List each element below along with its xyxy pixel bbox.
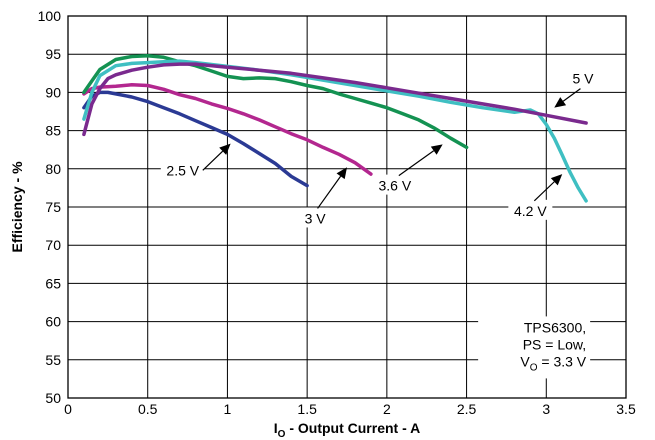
series-label-arrow-line-3 bbox=[533, 181, 555, 202]
series-line-0 bbox=[82, 90, 309, 188]
y-tick-label-0: 50 bbox=[45, 390, 61, 406]
y-tick-label-1: 55 bbox=[45, 352, 61, 368]
condition-note-line-1: PS = Low, bbox=[523, 336, 586, 352]
series-label-4: 5 V bbox=[572, 71, 594, 87]
condition-note-line-0: TPS6300, bbox=[524, 319, 586, 335]
series-labels: 2.5 V 3 V 3.6 V 4.2 V 5 V bbox=[160, 67, 598, 228]
series-label-bg-2 bbox=[372, 174, 417, 195]
x-tick-label-5: 2.5 bbox=[457, 401, 477, 417]
x-tick-label-4: 2 bbox=[383, 401, 391, 417]
y-tick-label-10: 100 bbox=[38, 8, 62, 24]
series-label-arrowhead-0 bbox=[219, 143, 231, 155]
series-line-1 bbox=[82, 83, 373, 176]
condition-note-rest: = 3.3 V bbox=[537, 353, 586, 369]
series-label-bg-0 bbox=[160, 159, 205, 180]
series-label-2: 3.6 V bbox=[378, 178, 411, 194]
plot-frame bbox=[67, 15, 627, 399]
y-tick-label-6: 80 bbox=[45, 161, 61, 177]
x-axis-title-rest: - Output Current - A bbox=[285, 420, 420, 436]
condition-note-bg bbox=[478, 316, 591, 379]
condition-note-subscript: O bbox=[530, 362, 538, 373]
x-tick-label-0: 0 bbox=[64, 401, 72, 417]
x-axis-title-subscript: O bbox=[278, 429, 286, 440]
x-axis-title-symbol: I bbox=[274, 420, 278, 436]
y-tick-label-7: 85 bbox=[45, 123, 61, 139]
condition-note: TPS6300,PS = Low,VO = 3.3 V bbox=[478, 316, 591, 379]
x-tick-label-6: 3 bbox=[542, 401, 550, 417]
x-axis-title: IO - Output Current - A bbox=[274, 420, 420, 440]
y-tick-label-9: 95 bbox=[45, 46, 61, 62]
series-label-arrowhead-1 bbox=[336, 167, 347, 180]
series-label-arrow-line-0 bbox=[202, 150, 224, 171]
x-tick-label-7: 3.5 bbox=[616, 401, 636, 417]
series-label-bg-3 bbox=[508, 199, 553, 220]
x-tick-label-2: 1 bbox=[224, 401, 232, 417]
y-tick-label-3: 65 bbox=[45, 275, 61, 291]
series-line-3 bbox=[82, 59, 588, 203]
y-tick-label-8: 90 bbox=[45, 84, 61, 100]
x-tick-label-1: 0.5 bbox=[138, 401, 158, 417]
y-tick-label-4: 70 bbox=[45, 237, 61, 253]
series-label-arrowhead-2 bbox=[430, 144, 443, 155]
condition-note-line-2: VO = 3.3 V bbox=[520, 353, 586, 373]
series-line-4 bbox=[82, 62, 588, 137]
series-label-arrowhead-4 bbox=[554, 97, 567, 108]
series-lines bbox=[82, 53, 588, 203]
axes: 0 0.5 1 1.5 2 2.5 3 3.5 50 55 60 65 70 75 80 85 90 95 100 I… bbox=[9, 8, 636, 440]
series-label-bg-4 bbox=[568, 67, 598, 88]
series-line-2 bbox=[82, 53, 469, 150]
series-label-3: 4.2 V bbox=[514, 203, 547, 219]
series-label-arrow-line-1 bbox=[317, 175, 342, 209]
y-tick-label-2: 60 bbox=[45, 314, 61, 330]
series-label-arrow-line-4 bbox=[562, 88, 581, 102]
series-label-bg-1 bbox=[300, 207, 330, 228]
series-label-1: 3 V bbox=[305, 210, 327, 226]
y-tick-label-5: 75 bbox=[45, 199, 61, 215]
series-label-arrowhead-3 bbox=[550, 174, 563, 186]
condition-note-symbol: V bbox=[520, 353, 530, 369]
series-label-0: 2.5 V bbox=[166, 162, 199, 178]
x-tick-label-3: 1.5 bbox=[297, 401, 317, 417]
series-label-arrow-line-2 bbox=[398, 150, 435, 177]
y-axis-title: Efficiency - % bbox=[9, 161, 25, 253]
